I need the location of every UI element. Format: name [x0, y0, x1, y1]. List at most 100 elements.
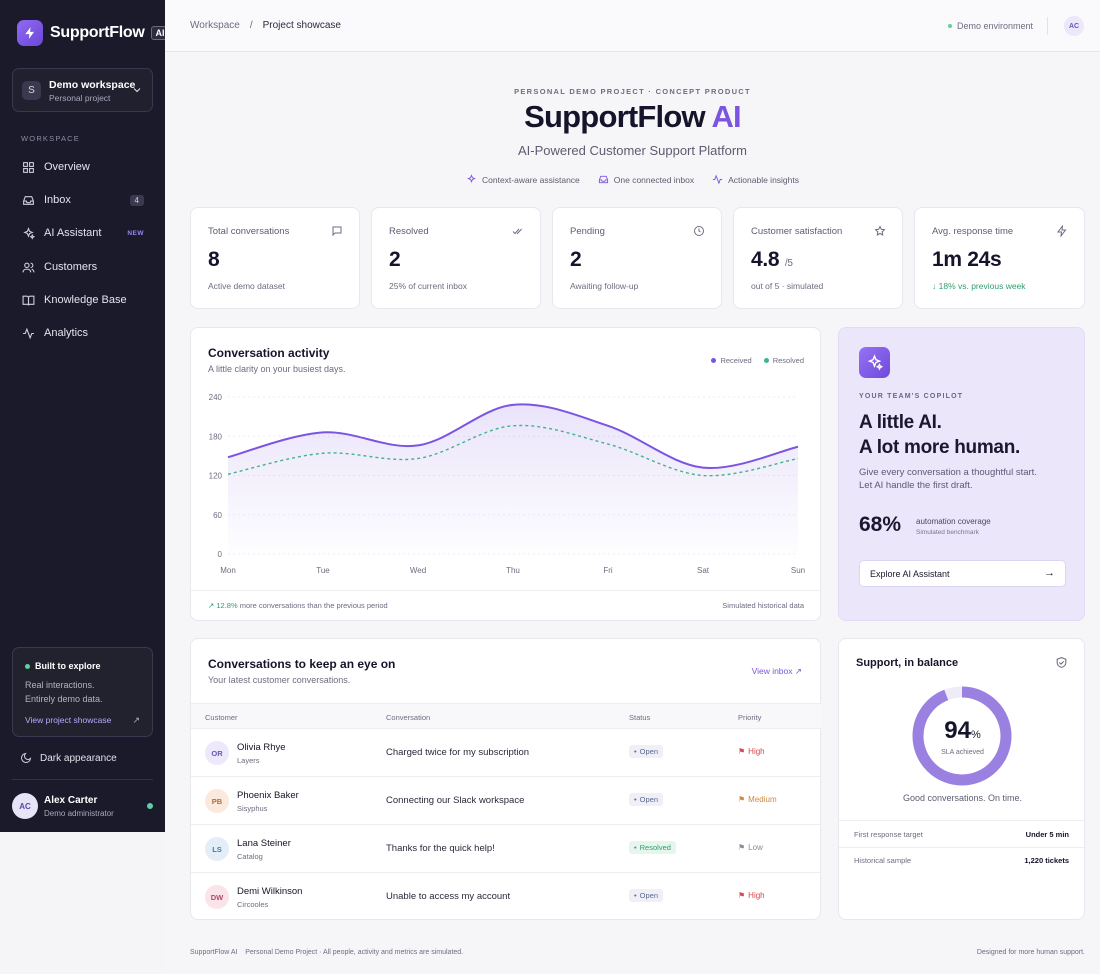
- sla-value: 94%: [839, 717, 1086, 745]
- inbox-icon: [23, 195, 34, 205]
- stat-value: 8: [208, 248, 220, 272]
- status-label: Open: [639, 747, 658, 756]
- sidebar-item-knowledge-base[interactable]: Knowledge Base: [12, 286, 153, 314]
- divider: [12, 779, 153, 780]
- chart-title: Conversation activity: [208, 346, 330, 360]
- chart-legend: Received Resolved: [711, 356, 804, 365]
- book-icon: [22, 295, 35, 305]
- stat-card-total-conversations: Total conversations 8 Active demo datase…: [190, 207, 360, 309]
- inbox-count-badge: 4: [129, 194, 144, 206]
- priority-text: High: [748, 891, 765, 900]
- environment-indicator: Demo environment: [947, 21, 1033, 31]
- x-tick-label: Sat: [697, 566, 710, 575]
- breadcrumb-workspace[interactable]: Workspace: [190, 20, 240, 31]
- breadcrumb: Workspace / Project showcase: [190, 20, 341, 31]
- sidebar: SupportFlow AI S Demo workspace Personal…: [0, 0, 169, 832]
- flag-icon: ⚑: [738, 843, 746, 852]
- customer-name: Phoenix Baker: [237, 790, 299, 801]
- stat-card-customer-satisfaction: Customer satisfaction 4.8 /5 out of 5 · …: [733, 207, 903, 309]
- sidebar-item-ai-assistant[interactable]: AI Assistant NEW: [12, 219, 153, 247]
- environment-label: Demo environment: [956, 21, 1033, 31]
- table-row[interactable]: PB Phoenix Baker Sisyphus Connecting our…: [191, 777, 821, 825]
- stat-value: 2: [570, 248, 582, 272]
- copilot-heading: A little AI. A lot more human.: [859, 410, 1020, 460]
- users-icon: [22, 262, 35, 272]
- historical-sample-label: Historical sample: [854, 856, 912, 865]
- data-point-received: [607, 425, 609, 427]
- customer-name: Demi Wilkinson: [237, 886, 303, 897]
- sidebar-item-label: AI Assistant: [44, 227, 102, 239]
- first-response-value: Under 5 min: [1025, 830, 1069, 839]
- data-point-received: [512, 404, 514, 406]
- stat-card-avg-response-time: Avg. response time 1m 24s ↓ 18% vs. prev…: [914, 207, 1085, 309]
- stat-card-resolved: Resolved 2 25% of current inbox: [371, 207, 541, 309]
- conversations-table-card: Conversations to keep an eye on Your lat…: [190, 638, 821, 920]
- feature-chip: One connected inbox: [598, 174, 694, 185]
- stat-value-number: 8: [208, 248, 220, 271]
- automation-coverage-sub: Simulated benchmark: [916, 529, 979, 536]
- sidebar-item-label: Knowledge Base: [44, 294, 127, 306]
- clock-icon: [694, 226, 704, 236]
- activity-line-chart: 0 60 120 180 240 Mon Tue Wed Thu Fri Sat Sun: [209, 393, 805, 575]
- status-dot: [25, 663, 30, 669]
- first-response-label: First response target: [854, 830, 923, 839]
- column-header: Priority: [738, 713, 762, 722]
- conversation-subject: Charged twice for my subscription: [386, 747, 530, 758]
- dark-appearance-toggle[interactable]: Dark appearance: [20, 752, 117, 764]
- sidebar-item-overview[interactable]: Overview: [12, 153, 153, 181]
- support-balance-card: Support, in balance 94% SLA achieved Goo…: [838, 638, 1086, 920]
- built-title: Built to explore: [25, 661, 101, 671]
- workspace-subtitle: Personal project: [49, 93, 111, 103]
- sla-value-unit: %: [970, 729, 981, 741]
- stat-label: Pending: [570, 226, 605, 237]
- button-label: Explore AI Assistant: [870, 568, 950, 579]
- series-line-received: [227, 403, 799, 470]
- app-logo[interactable]: SupportFlow AI: [17, 20, 169, 46]
- x-tick-label: Fri: [603, 566, 613, 575]
- table-row[interactable]: LS Lana Steiner Catalog Thanks for the q…: [191, 825, 821, 873]
- legend-swatch: [711, 358, 717, 363]
- stat-value-number: 2: [570, 248, 582, 271]
- stat-label: Resolved: [389, 226, 429, 237]
- sidebar-item-label: Overview: [44, 161, 90, 173]
- stat-value: 2: [389, 248, 401, 272]
- sidebar-item-customers[interactable]: Customers: [12, 253, 153, 281]
- flag-icon: ⚑: [738, 747, 746, 756]
- legend-label: Received: [720, 356, 752, 365]
- breadcrumb-current: Project showcase: [262, 20, 341, 31]
- flag-icon: ⚑: [738, 795, 746, 804]
- conversation-activity-card: Conversation activity A little clarity o…: [190, 327, 821, 621]
- status-label: Open: [639, 891, 658, 900]
- priority-label: ⚑ Medium: [738, 795, 777, 804]
- stat-subtext: out of 5 · simulated: [751, 281, 824, 291]
- data-point-resolved: [607, 443, 609, 445]
- chart-footer-note: Simulated historical data: [722, 601, 804, 610]
- customer-avatar: LS: [205, 837, 229, 861]
- arrow-up-right-icon[interactable]: ↗: [132, 715, 140, 725]
- user-avatar[interactable]: AC: [1064, 16, 1084, 36]
- y-tick-label: 240: [209, 393, 223, 402]
- user-avatar[interactable]: AC: [12, 793, 38, 819]
- stat-subtext: Active demo dataset: [208, 281, 286, 291]
- hero-eyebrow: PERSONAL DEMO PROJECT · CONCEPT PRODUCT: [514, 87, 751, 96]
- view-inbox-link[interactable]: View inbox ↗: [751, 666, 802, 676]
- sidebar-item-analytics[interactable]: Analytics: [12, 319, 153, 347]
- table-row[interactable]: DW Demi Wilkinson Circooles Unable to ac…: [191, 873, 821, 921]
- data-point-received: [227, 456, 229, 458]
- chevron-down-icon: [133, 88, 141, 93]
- sidebar-item-label: Customers: [44, 261, 98, 273]
- sidebar-item-inbox[interactable]: Inbox 4: [12, 186, 153, 214]
- stat-label: Customer satisfaction: [751, 226, 843, 237]
- table-row[interactable]: OR Olivia Rhye Layers Charged twice for …: [191, 729, 821, 777]
- status-badge: • Open: [629, 745, 663, 758]
- explore-ai-assistant-button[interactable]: Explore AI Assistant →: [859, 560, 1066, 587]
- copilot-card: YOUR TEAM'S COPILOT A little AI. A lot mo…: [838, 327, 1085, 621]
- y-tick-label: 0: [218, 550, 223, 559]
- priority-text: High: [748, 747, 765, 756]
- stat-value: 1m 24s: [932, 248, 1002, 272]
- view-project-showcase-link[interactable]: View project showcase: [25, 715, 112, 725]
- balance-note: Good conversations. On time.: [902, 793, 1023, 803]
- flag-icon: ⚑: [738, 891, 746, 900]
- copilot-text: Give every conversation a thoughtful sta…: [859, 467, 1037, 491]
- workspace-switcher[interactable]: S Demo workspace Personal project: [12, 68, 153, 112]
